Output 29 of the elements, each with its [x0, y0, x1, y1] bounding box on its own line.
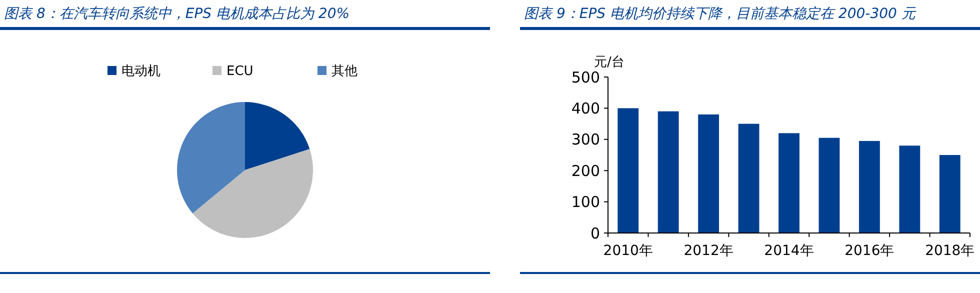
chart-title: 图表 8：在汽车转向系统中，EPS 电机成本占比为 20% — [4, 6, 350, 22]
y-tick-label: 500 — [571, 68, 600, 86]
x-tick-label: 2014年 — [764, 243, 814, 259]
y-tick-label: 100 — [571, 193, 600, 212]
bar — [818, 138, 840, 233]
y-axis-title: 元/台 — [594, 55, 624, 70]
pie-slice — [192, 148, 313, 238]
y-tick-label: 200 — [571, 162, 600, 180]
y-tick-label: 400 — [571, 99, 600, 118]
bar — [738, 124, 760, 233]
x-tick-label: 2012年 — [684, 243, 734, 259]
bar — [939, 155, 960, 233]
bar — [698, 114, 720, 233]
pie-slice — [245, 102, 310, 170]
bar — [658, 111, 679, 233]
bar — [899, 146, 920, 233]
x-tick-label: 2018年 — [925, 243, 975, 259]
bar — [858, 140, 880, 233]
bar — [778, 133, 800, 233]
legend-label: 电动机 — [122, 64, 160, 79]
legend-label: ECU — [226, 64, 254, 79]
bar — [618, 108, 639, 233]
y-tick-label: 300 — [571, 130, 600, 149]
chart-title: 图表 9：EPS 电机均价持续下降，目前基本稳定在 200-300 元 — [524, 6, 916, 22]
legend-label: 其他 — [332, 64, 358, 79]
pie-slice — [177, 102, 245, 214]
y-tick-label: 0 — [590, 224, 600, 242]
x-tick-label: 2010年 — [603, 243, 653, 259]
x-tick-label: 2016年 — [844, 243, 894, 259]
